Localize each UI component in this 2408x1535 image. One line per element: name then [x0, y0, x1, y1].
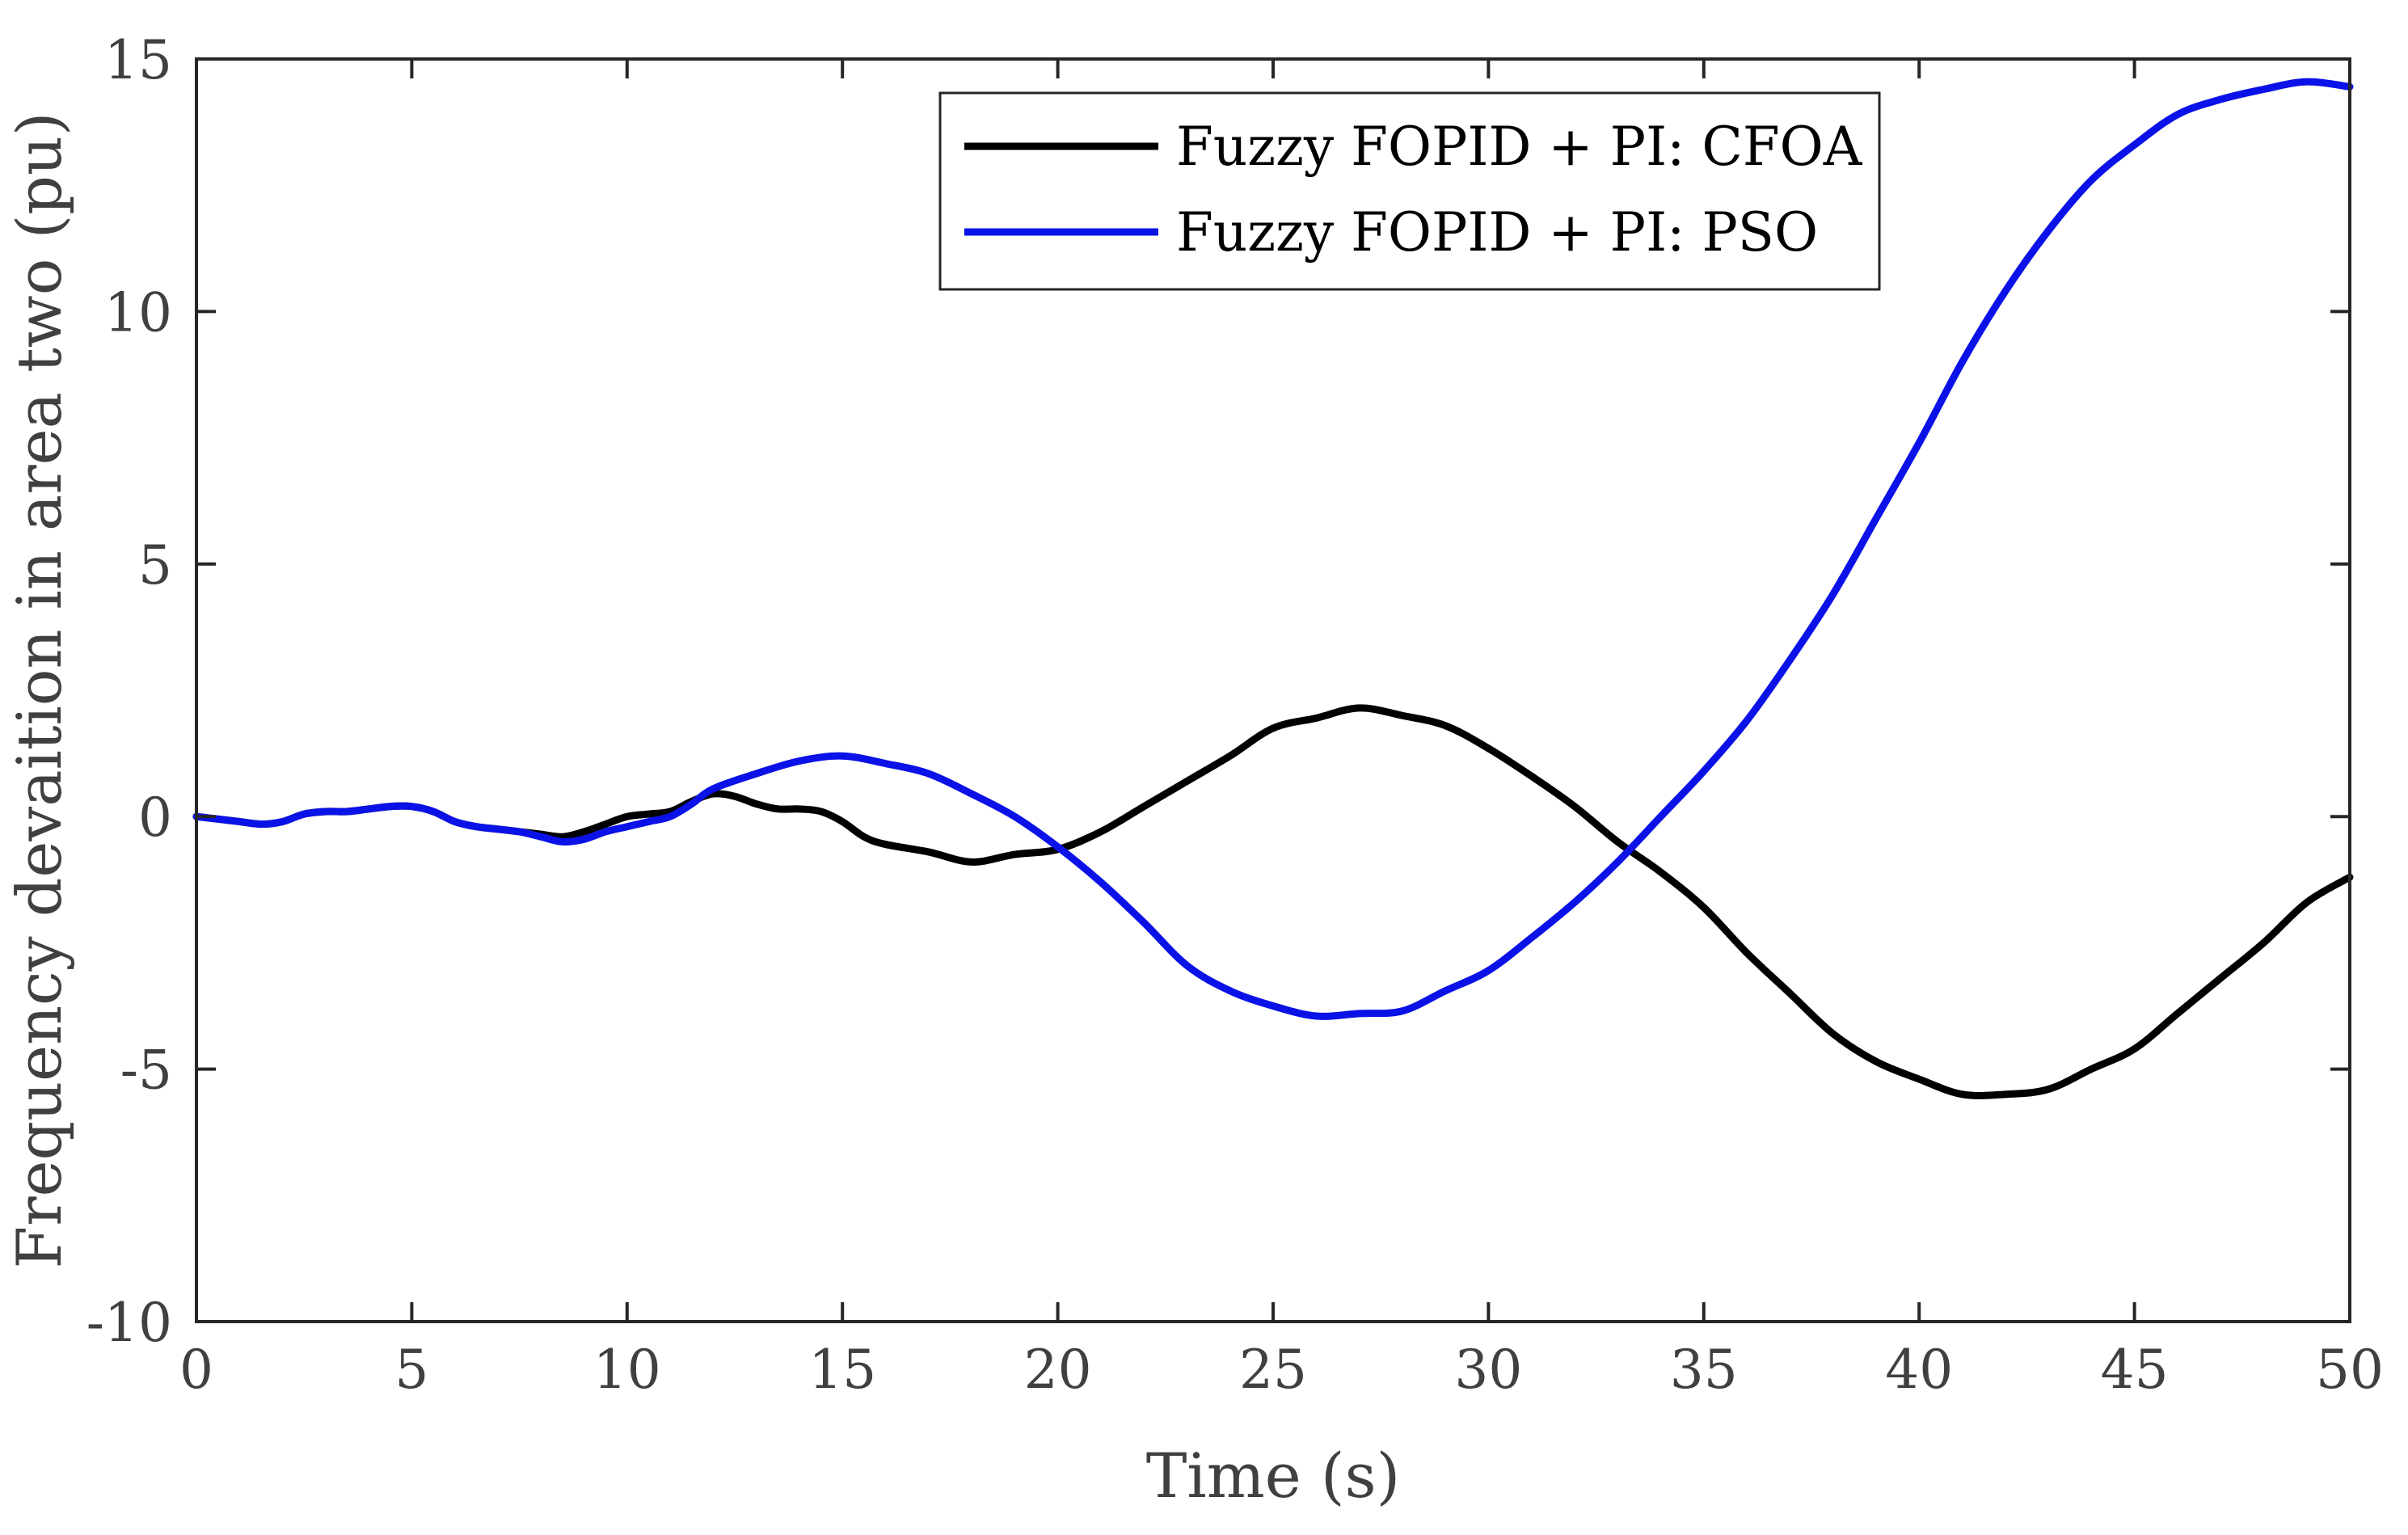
x-tick-label: 30 — [1454, 1339, 1522, 1401]
x-tick-label: 10 — [593, 1339, 661, 1401]
x-axis-title: Time (s) — [1146, 1440, 1401, 1512]
y-tick-label: 5 — [138, 534, 172, 597]
x-tick-label: 5 — [394, 1339, 428, 1401]
ticks-layer: 0 5 10 15 20 25 30 35 40 45 50 -10 -5 0 5 10 15 — [86, 29, 2384, 1401]
x-tick-label: 0 — [179, 1339, 213, 1401]
series-line-pso — [192, 78, 2354, 1020]
y-tick-label: -5 — [120, 1039, 172, 1102]
x-tick-label: 15 — [808, 1339, 876, 1401]
x-tick-label: 45 — [2101, 1339, 2169, 1401]
x-tick-label: 20 — [1024, 1339, 1092, 1401]
x-tick-label: 50 — [2316, 1339, 2384, 1401]
legend-label-pso: Fuzzy FOPID + PI: PSO — [1176, 201, 1818, 264]
x-tick-label: 35 — [1670, 1339, 1738, 1401]
legend-label-cfoa: Fuzzy FOPID + PI: CFOA — [1176, 116, 1863, 178]
y-tick-label: -10 — [86, 1292, 172, 1354]
y-tick-label: 15 — [104, 29, 172, 91]
legend-box — [938, 91, 1881, 291]
y-axis-title: Frequency devaition in area two (pu) — [3, 112, 75, 1268]
legend: Fuzzy FOPID + PI: CFOA Fuzzy FOPID + PI:… — [938, 91, 1881, 291]
y-tick-label: 10 — [104, 281, 172, 344]
x-tick-label: 40 — [1885, 1339, 1953, 1401]
series-layer — [192, 78, 2354, 1099]
x-tick-label: 25 — [1239, 1339, 1307, 1401]
y-tick-label: 0 — [138, 786, 172, 849]
